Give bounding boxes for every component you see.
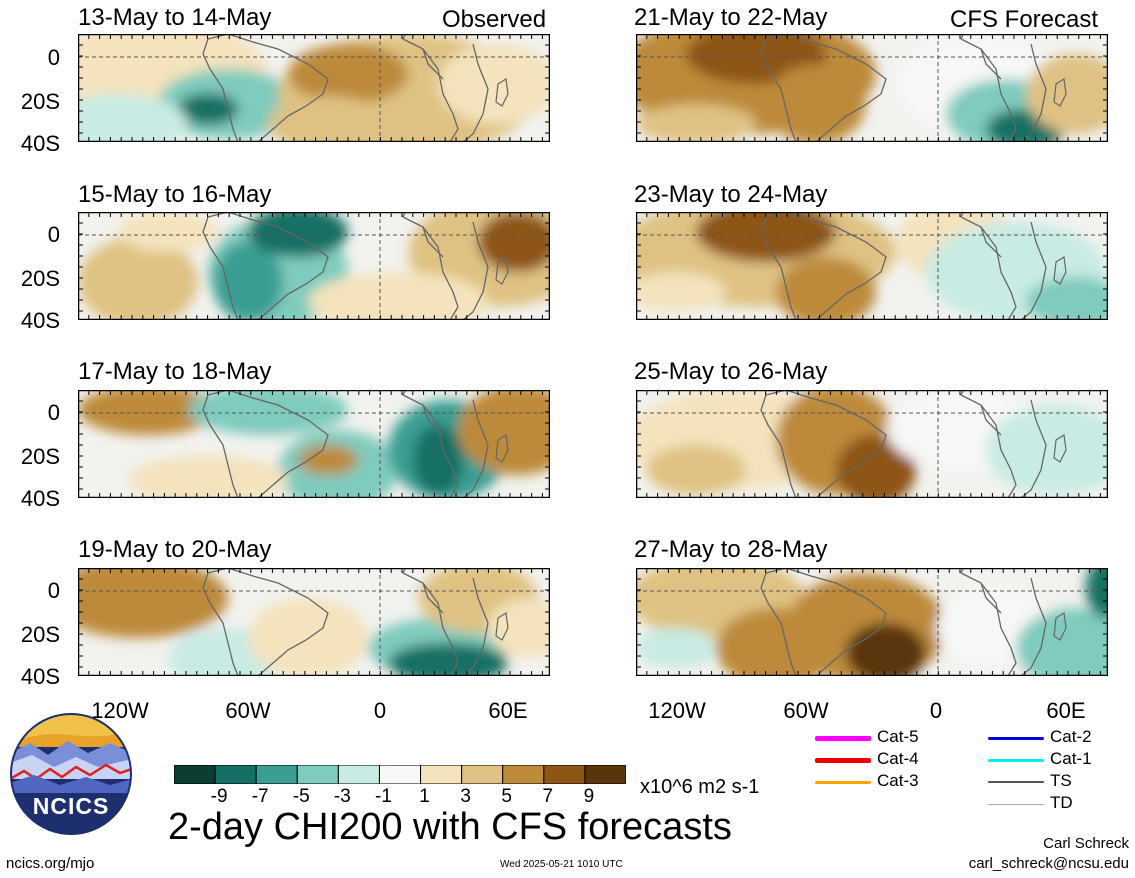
- colorbar-tick-label: 5: [501, 786, 513, 807]
- lat-label: 0: [47, 578, 60, 603]
- ncics-logo: NCICS: [10, 713, 132, 835]
- legend-label: TD: [1050, 793, 1073, 812]
- lon-label: 60W: [225, 698, 271, 723]
- legend-swatch: [988, 736, 1044, 740]
- legend-swatch: [988, 781, 1044, 783]
- lat-label: 20S: [20, 266, 60, 291]
- colorbar-swatch: [502, 764, 545, 785]
- lon-label: 0: [929, 698, 943, 723]
- observed-label: Observed: [442, 6, 547, 33]
- logo-text: NCICS: [32, 793, 110, 819]
- footer-timestamp: Wed 2025-05-21 1010 UTC: [500, 859, 623, 870]
- lon-label: 0: [373, 698, 387, 723]
- colorbar-tick-label: -9: [210, 786, 228, 807]
- legend-label: Cat-1: [1050, 749, 1092, 768]
- legend-label: Cat-3: [877, 771, 919, 790]
- lat-label: 40S: [20, 664, 60, 689]
- lon-label: 60W: [783, 698, 829, 723]
- lon-label: 120W: [648, 698, 706, 723]
- lon-label: 60E: [1046, 698, 1086, 723]
- colorbar-units: x10^6 m2 s-1: [640, 776, 760, 798]
- lat-label: 20S: [20, 622, 60, 647]
- lon-label: 120W: [91, 698, 149, 723]
- legend-swatch: [988, 758, 1044, 762]
- map-panel: [635, 33, 1109, 143]
- colorbar-swatch: [378, 764, 422, 785]
- legend-swatch: [988, 803, 1044, 805]
- panel-title: 15-May to 16-May: [78, 181, 272, 208]
- map-panel: [77, 211, 551, 321]
- map-panel: [635, 211, 1109, 321]
- lat-label: 40S: [20, 131, 60, 156]
- legend-label: Cat-4: [877, 749, 919, 768]
- lat-label: 40S: [20, 486, 60, 511]
- panel-title: 13-May to 14-May: [78, 4, 272, 31]
- legend-swatch: [815, 735, 871, 741]
- panel-title: 23-May to 24-May: [634, 181, 828, 208]
- colorbar-tick-label: 3: [460, 786, 471, 807]
- panel-title: 19-May to 20-May: [78, 536, 272, 563]
- map-panel: [635, 389, 1109, 499]
- lat-label: 0: [47, 400, 60, 425]
- colorbar-swatch: [420, 764, 463, 785]
- colorbar-swatch: [173, 764, 216, 785]
- footer-url: ncics.org/mjo: [6, 855, 95, 872]
- colorbar-swatch: [296, 764, 339, 785]
- colorbar-tick-label: -3: [333, 786, 351, 807]
- colorbar-swatch: [584, 764, 627, 785]
- lat-label: 0: [47, 45, 60, 70]
- lat-label: 40S: [20, 308, 60, 333]
- colorbar-tick-label: 1: [419, 786, 430, 807]
- panel-title: 17-May to 18-May: [78, 358, 272, 385]
- colorbar-swatch: [214, 764, 257, 785]
- colorbar-tick-label: -1: [375, 786, 392, 807]
- figure-title: 2-day CHI200 with CFS forecasts: [168, 806, 732, 848]
- colorbar-tick-label: -7: [251, 786, 269, 807]
- legend-swatch: [815, 757, 871, 763]
- panel-title: 21-May to 22-May: [634, 4, 828, 31]
- colorbar-tick-label: 7: [542, 786, 554, 807]
- colorbar: [173, 764, 627, 785]
- colorbar-swatch: [337, 764, 380, 785]
- lat-label: 20S: [20, 89, 60, 114]
- map-panel: [77, 567, 551, 677]
- legend-swatch: [815, 780, 871, 784]
- map-panel: [77, 33, 551, 143]
- forecast-label: CFS Forecast: [950, 6, 1099, 33]
- panel-title: 25-May to 26-May: [634, 358, 828, 385]
- lat-label: 20S: [20, 444, 60, 469]
- panel-title: 27-May to 28-May: [634, 536, 828, 563]
- colorbar-tick-label: -5: [292, 786, 310, 807]
- legend-label: TS: [1050, 771, 1072, 790]
- colorbar-swatch: [461, 764, 504, 785]
- legend-label: Cat-5: [877, 727, 919, 746]
- lat-label: 0: [47, 222, 60, 247]
- legend-label: Cat-2: [1050, 727, 1092, 746]
- footer-author: Carl Schreck: [1043, 835, 1129, 852]
- colorbar-swatch: [255, 764, 298, 785]
- lon-label: 60E: [488, 698, 528, 723]
- footer-email: carl_schreck@ncsu.edu: [968, 855, 1129, 872]
- map-panel: [77, 389, 551, 499]
- map-panel: [635, 567, 1109, 677]
- colorbar-tick-label: 9: [583, 786, 595, 807]
- colorbar-swatch: [543, 764, 586, 785]
